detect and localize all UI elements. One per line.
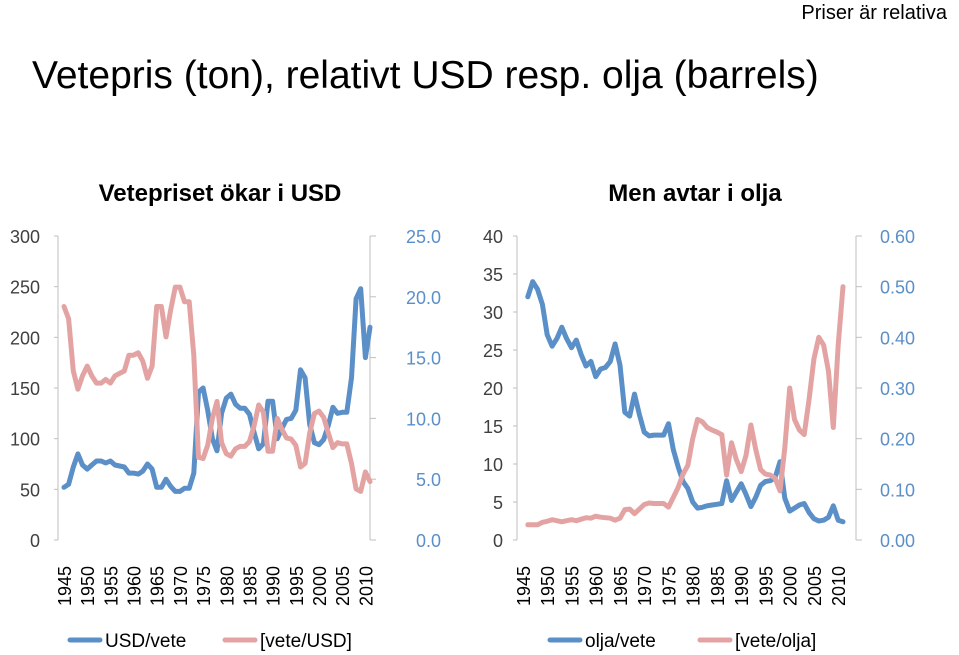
x-tick-label: 1975 [194, 566, 214, 606]
left-y-tick-label: 200 [10, 328, 40, 348]
x-tick-label: 2005 [805, 566, 825, 606]
x-tick-label: 1960 [125, 566, 145, 606]
right-y-tick-label: 0.00 [880, 531, 915, 551]
x-tick-label: 1985 [708, 566, 728, 606]
left-y-tick-label: 30 [483, 303, 503, 323]
right-y-tick-label: 20.0 [406, 288, 441, 308]
left-y-tick-label: 0 [493, 531, 503, 551]
right-y-tick-label: 10.0 [406, 409, 441, 429]
x-tick-label: 2000 [781, 566, 801, 606]
x-tick-label: 1990 [264, 566, 284, 606]
right-y-tick-label: 25.0 [406, 227, 441, 247]
x-tick-label: 2000 [310, 566, 330, 606]
left-y-tick-label: 25 [483, 341, 503, 361]
right-y-tick-label: 15.0 [406, 349, 441, 369]
left-y-tick-label: 150 [10, 379, 40, 399]
x-tick-label: 1965 [148, 566, 168, 606]
left-y-tick-label: 10 [483, 455, 503, 475]
right-y-tick-label: 0.10 [880, 480, 915, 500]
x-tick-label: 1995 [756, 566, 776, 606]
series-line-1 [525, 284, 846, 528]
legend-label: [vete/USD] [260, 631, 352, 652]
relative-prices-note: Priser är relativa [801, 2, 947, 24]
left-y-tick-label: 0 [30, 531, 40, 551]
x-tick-label: 1955 [101, 566, 121, 606]
left-y-tick-label: 100 [10, 430, 40, 450]
x-tick-label: 1975 [659, 566, 679, 606]
x-tick-label: 1970 [171, 566, 191, 606]
left-y-tick-label: 15 [483, 417, 503, 437]
right-chart: 0 5 10 15 20 25 30 35 40 0.00 0.10 0.20 0.30 0.40 0.50… [483, 227, 915, 652]
right-chart-title: Men avtar i olja [608, 180, 782, 207]
right-y-tick-label: 0.20 [880, 430, 915, 450]
right-y-tick-label: 0.50 [880, 278, 915, 298]
x-tick-label: 2010 [829, 566, 849, 606]
right-y-tick-label: 0.40 [880, 328, 915, 348]
left-y-tick-label: 35 [483, 265, 503, 285]
x-tick-label: 1980 [684, 566, 704, 606]
x-tick-label: 1985 [240, 566, 260, 606]
right-y-tick-label: 5.0 [416, 470, 441, 490]
left-y-tick-label: 300 [10, 227, 40, 247]
x-tick-label: 1955 [562, 566, 582, 606]
left-y-tick-label: 40 [483, 227, 503, 247]
page-title: Vetepris (ton), relativt USD resp. olja … [32, 54, 819, 97]
left-chart: 0 50 100 150 200 250 300 0.0 5.0 10.0 15.0 20.0 25.0… [10, 227, 441, 652]
legend-label: [vete/olja] [735, 631, 816, 652]
legend-label: USD/vete [105, 631, 186, 652]
left-y-tick-label: 50 [20, 480, 40, 500]
legend-label: olja/vete [585, 631, 656, 652]
series-line-1 [61, 284, 373, 494]
x-tick-label: 1945 [55, 566, 75, 606]
x-tick-label: 2010 [356, 566, 376, 606]
right-y-tick-label: 0.60 [880, 227, 915, 247]
x-tick-label: 2005 [333, 566, 353, 606]
x-tick-label: 1995 [287, 566, 307, 606]
right-y-tick-label: 0.0 [416, 531, 441, 551]
x-tick-label: 1950 [78, 566, 98, 606]
x-tick-label: 1950 [538, 566, 558, 606]
x-tick-label: 1970 [635, 566, 655, 606]
left-chart-title: Vetepriset ökar i USD [98, 180, 342, 207]
series-line-0 [61, 286, 373, 494]
x-tick-label: 1965 [611, 566, 631, 606]
x-tick-label: 1980 [217, 566, 237, 606]
x-tick-label: 1990 [732, 566, 752, 606]
left-y-tick-label: 20 [483, 379, 503, 399]
x-tick-label: 1945 [514, 566, 534, 606]
series-line-0 [525, 279, 846, 525]
right-y-tick-label: 0.30 [880, 379, 915, 399]
left-y-tick-label: 250 [10, 278, 40, 298]
x-tick-label: 1960 [587, 566, 607, 606]
left-y-tick-label: 5 [493, 493, 503, 513]
